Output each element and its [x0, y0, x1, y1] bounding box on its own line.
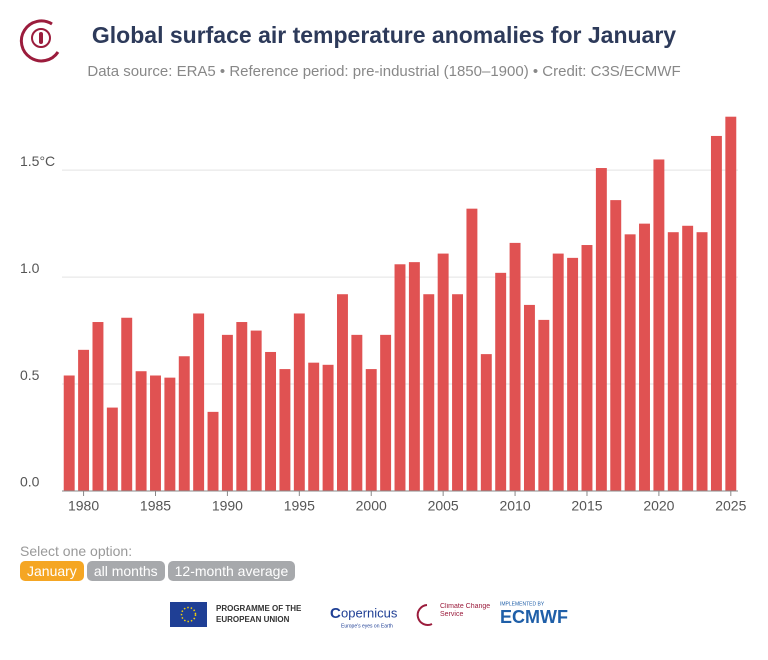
bar	[365, 369, 377, 491]
x-tick-label: 1995	[284, 498, 315, 514]
implemented-by: IMPLEMENTED BY	[500, 601, 545, 607]
bar	[480, 354, 492, 491]
bar	[308, 362, 320, 491]
option-button[interactable]: January	[20, 561, 84, 581]
bar	[135, 371, 147, 491]
y-tick-label: 0.5	[20, 367, 40, 383]
bar	[337, 294, 348, 491]
bar	[523, 304, 535, 491]
bar	[279, 369, 291, 491]
bar	[207, 411, 219, 491]
bar	[178, 356, 190, 491]
c3s-text: Climate Change Service	[440, 603, 491, 618]
bar	[322, 364, 334, 491]
x-tick-label: 2020	[643, 498, 674, 514]
bar	[509, 242, 521, 491]
eu-text: PROGRAMME OF THE EUROPEAN UNION	[216, 604, 302, 624]
select-prompt: Select one option:	[20, 543, 133, 559]
option-button[interactable]: all months	[86, 561, 165, 581]
bar	[538, 319, 550, 491]
footer-logos: PROGRAMME OF THE EUROPEAN UNION C operni…	[170, 601, 568, 629]
x-tick-label: 1980	[68, 498, 99, 514]
option-button[interactable]: 12-month average	[167, 561, 296, 581]
bar	[150, 375, 161, 491]
bar	[725, 116, 737, 491]
bar	[552, 253, 564, 491]
bar	[610, 200, 622, 491]
bar	[63, 375, 75, 491]
bar	[193, 313, 205, 491]
x-tick-label: 2025	[715, 498, 746, 514]
bar	[265, 351, 277, 491]
bar	[164, 377, 176, 491]
bar	[408, 262, 420, 491]
x-tick-label: 2005	[428, 498, 459, 514]
bar	[92, 322, 104, 491]
bar	[639, 223, 650, 491]
ecmwf-text: ECMWF	[500, 607, 568, 627]
bar	[236, 322, 248, 491]
y-tick-label: 1.5°C	[20, 153, 55, 169]
x-tick-label: 1985	[140, 498, 171, 514]
bar	[106, 407, 118, 491]
bar	[437, 253, 449, 491]
eu-flag	[170, 602, 207, 627]
bar	[394, 264, 406, 491]
bar	[624, 234, 636, 492]
x-tick-label: 1990	[212, 498, 243, 514]
bar	[221, 334, 233, 491]
bar	[682, 225, 694, 491]
y-tick-label: 1.0	[20, 260, 40, 276]
y-tick-label: 0.0	[20, 474, 40, 490]
bar	[250, 330, 262, 491]
x-tick-label: 2010	[499, 498, 530, 514]
bar	[667, 232, 679, 491]
bar	[452, 294, 463, 491]
bar	[581, 245, 593, 491]
chart-subtitle: Data source: ERA5 • Reference period: pr…	[87, 63, 680, 80]
bar	[710, 135, 722, 491]
bar	[78, 349, 90, 491]
copernicus-text: opernicus	[341, 605, 398, 620]
bar	[696, 232, 708, 491]
bar	[567, 257, 579, 491]
c3s-logo	[19, 19, 60, 63]
chart-title: Global surface air temperature anomalies…	[92, 22, 676, 48]
bar	[495, 272, 507, 491]
x-tick-label: 2015	[571, 498, 602, 514]
bar	[423, 294, 435, 491]
bar	[380, 334, 392, 491]
x-tick-label: 2000	[356, 498, 387, 514]
bar	[351, 334, 363, 491]
bar	[121, 317, 133, 491]
svg-text:C: C	[330, 605, 341, 622]
bar	[653, 159, 665, 491]
plot-area: 0.0 0.5 1.0 1.5°C 1980 1985 1990 1995 2000 2005 20…	[20, 116, 747, 514]
copernicus-tagline: Europe's eyes on Earth	[341, 623, 393, 629]
bar	[466, 208, 478, 491]
bar	[293, 313, 305, 491]
option-group: January all months 12-month average	[20, 561, 298, 581]
bar	[595, 168, 607, 491]
